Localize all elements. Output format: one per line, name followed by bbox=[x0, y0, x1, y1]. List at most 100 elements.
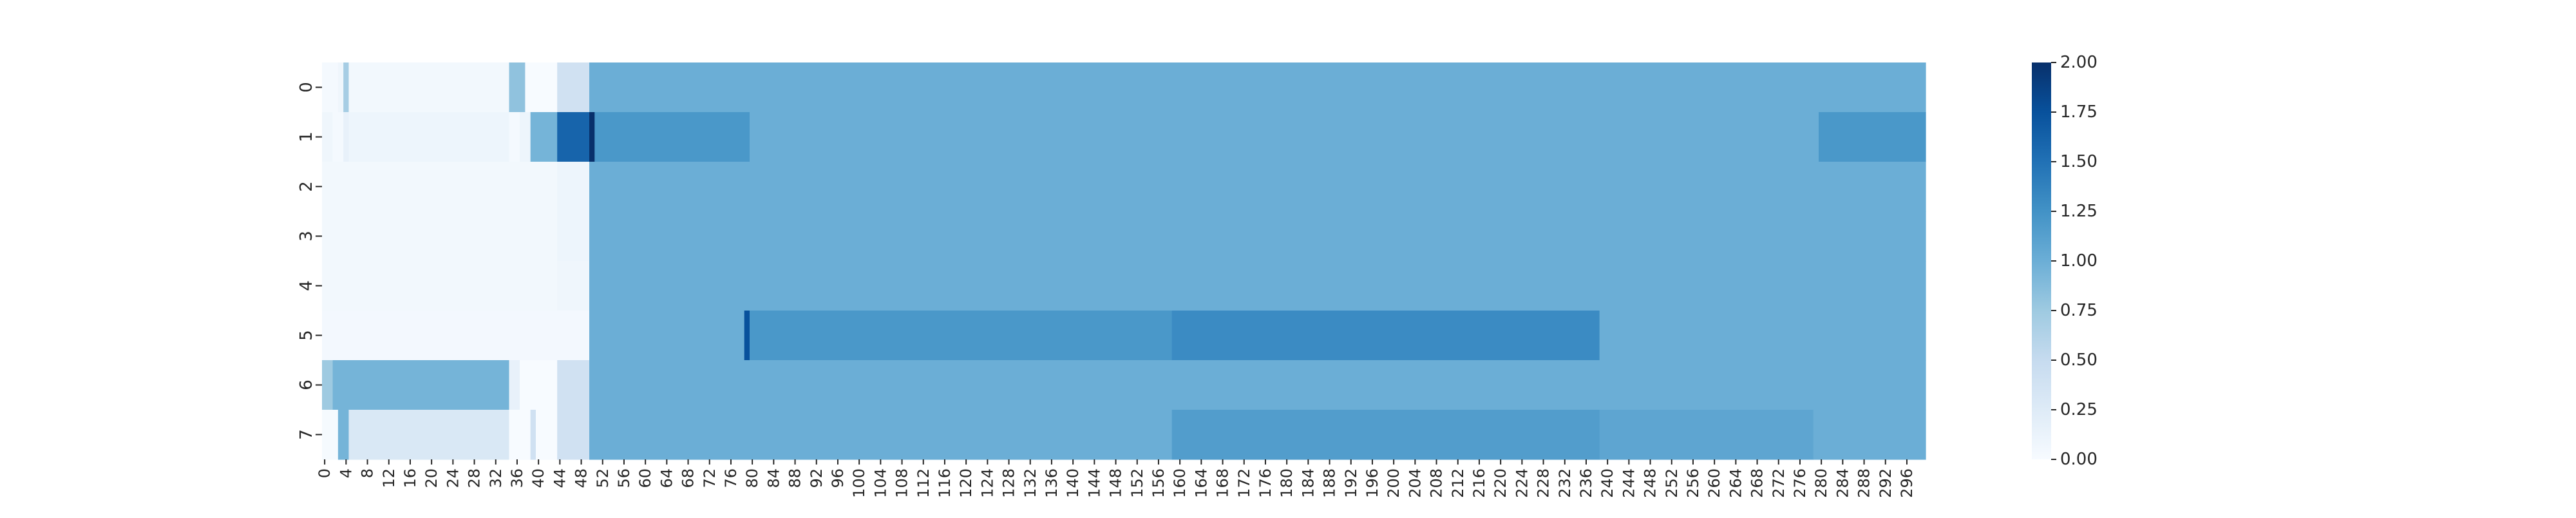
x-tick-label: 260 bbox=[1705, 468, 1723, 498]
colorbar-tick-label: 2.00 bbox=[2060, 53, 2098, 72]
heatmap-cell-r7-seg10 bbox=[1813, 410, 1926, 460]
heatmap-cell-r7-seg4 bbox=[530, 410, 536, 460]
x-tick-label: 192 bbox=[1342, 468, 1360, 498]
x-tick-label: 236 bbox=[1577, 468, 1595, 498]
x-tick-label: 52 bbox=[594, 468, 612, 488]
y-tick-label: 5 bbox=[297, 330, 316, 341]
x-tick-label: 140 bbox=[1064, 468, 1082, 498]
x-tick-label: 280 bbox=[1812, 468, 1830, 498]
x-tick-label: 244 bbox=[1620, 468, 1638, 498]
x-tick-label: 112 bbox=[914, 468, 933, 498]
heatmap-cell-r5-seg1 bbox=[589, 311, 745, 361]
heatmap-cell-r5-seg0 bbox=[322, 311, 590, 361]
heatmap-cell-r1-seg3 bbox=[348, 112, 510, 162]
heatmap-cell-r6-seg5 bbox=[589, 360, 1926, 410]
x-tick-label: 200 bbox=[1385, 468, 1403, 498]
x-tick-label: 24 bbox=[444, 468, 462, 488]
x-tick-label: 92 bbox=[808, 468, 826, 488]
heatmap-cell-r4-seg2 bbox=[589, 261, 1926, 311]
x-tick-label: 116 bbox=[936, 468, 954, 498]
heatmap-cell-r3-seg1 bbox=[557, 211, 590, 262]
x-tick-label: 108 bbox=[893, 468, 911, 498]
x-tick-label: 84 bbox=[764, 468, 782, 488]
heatmap-cell-r3-seg2 bbox=[589, 211, 1926, 262]
heatmap-cell-r5-seg5 bbox=[1599, 311, 1926, 361]
x-tick-label: 188 bbox=[1321, 468, 1339, 498]
x-tick-label: 196 bbox=[1363, 468, 1381, 498]
x-tick-label: 208 bbox=[1428, 468, 1446, 498]
heatmap-cell-r1-seg7 bbox=[557, 112, 590, 162]
heatmap-cell-r1-seg5 bbox=[520, 112, 531, 162]
heatmap-cell-r0-seg4 bbox=[509, 62, 526, 113]
x-tick-label: 128 bbox=[1000, 468, 1018, 498]
x-tick-label: 160 bbox=[1171, 468, 1189, 498]
x-tick-label: 256 bbox=[1684, 468, 1702, 498]
y-tick-label: 6 bbox=[297, 379, 316, 390]
x-tick-label: 164 bbox=[1192, 468, 1210, 498]
heatmap-cell-r1-seg10 bbox=[750, 112, 1819, 162]
x-tick-label: 124 bbox=[978, 468, 996, 498]
heatmap-cell-r6-seg2 bbox=[509, 360, 520, 410]
x-tick-label: 276 bbox=[1791, 468, 1809, 498]
heatmap-cell-r2-seg1 bbox=[557, 162, 590, 212]
x-tick-label: 12 bbox=[380, 468, 398, 488]
heatmap-cells bbox=[322, 62, 1926, 460]
colorbar-tick-label: 0.25 bbox=[2060, 400, 2098, 419]
x-tick-label: 36 bbox=[508, 468, 526, 488]
y-tick-label: 4 bbox=[297, 280, 316, 291]
x-tick-label: 148 bbox=[1107, 468, 1125, 498]
x-tick-label: 32 bbox=[487, 468, 505, 488]
heatmap-cell-r1-seg2 bbox=[343, 112, 350, 162]
x-tick-label: 232 bbox=[1556, 468, 1574, 498]
heatmap-cell-r6-seg1 bbox=[332, 360, 510, 410]
colorbar: 0.00 0.25 0.50 0.75 1.00 1.25 1.50 1.75 2.00 bbox=[2032, 53, 2098, 469]
x-tick-label: 88 bbox=[786, 468, 804, 488]
heatmap-cell-r7-seg5 bbox=[536, 410, 558, 460]
x-tick-label: 248 bbox=[1642, 468, 1660, 498]
heatmap-cell-r6-seg0 bbox=[322, 360, 334, 410]
heatmap-cell-r6-seg3 bbox=[520, 360, 558, 410]
x-tick-label: 288 bbox=[1855, 468, 1873, 498]
x-tick-label: 136 bbox=[1043, 468, 1061, 498]
x-tick-label: 156 bbox=[1150, 468, 1168, 498]
x-tick-label: 268 bbox=[1748, 468, 1766, 498]
heatmap-cell-r0-seg3 bbox=[348, 62, 510, 113]
x-tick-label: 216 bbox=[1470, 468, 1488, 498]
heatmap-cell-r5-seg2 bbox=[744, 311, 750, 361]
heatmap-cell-r7-seg2 bbox=[348, 410, 510, 460]
heatmap-cell-r0-seg5 bbox=[525, 62, 558, 113]
y-tick-label: 2 bbox=[297, 181, 316, 192]
y-tick-label: 0 bbox=[297, 82, 316, 93]
heatmap-cell-r7-seg6 bbox=[557, 410, 590, 460]
heatmap-cell-r4-seg0 bbox=[322, 261, 558, 311]
heatmap-cell-r7-seg8 bbox=[1171, 410, 1600, 460]
heatmap-cell-r7-seg0 bbox=[322, 410, 339, 460]
x-tick-label: 104 bbox=[871, 468, 889, 498]
x-tick-label: 40 bbox=[529, 468, 547, 488]
y-tick-label: 7 bbox=[297, 429, 316, 440]
heatmap-cell-r0-seg7 bbox=[589, 62, 1926, 113]
heatmap-cell-r4-seg1 bbox=[557, 261, 590, 311]
heatmap-cell-r1-seg0 bbox=[322, 112, 334, 162]
heatmap-cell-r7-seg1 bbox=[337, 410, 350, 460]
heatmap-cell-r7-seg3 bbox=[509, 410, 531, 460]
x-tick-label: 252 bbox=[1663, 468, 1681, 498]
x-tick-label: 76 bbox=[722, 468, 740, 488]
x-axis: 0 4 8 12 16 20 24 28 32 36 40 44 48 52 56 60 64 68 72 76 80 8… bbox=[316, 459, 1916, 498]
x-tick-label: 264 bbox=[1727, 468, 1745, 498]
x-tick-label: 204 bbox=[1406, 468, 1424, 498]
x-tick-label: 292 bbox=[1877, 468, 1895, 498]
colorbar-gradient bbox=[2032, 62, 2051, 459]
heatmap-cell-r2-seg2 bbox=[589, 162, 1926, 212]
colorbar-tick-label: 1.75 bbox=[2060, 102, 2098, 122]
x-tick-label: 68 bbox=[679, 468, 697, 488]
x-tick-label: 152 bbox=[1128, 468, 1146, 498]
colorbar-tick-label: 1.25 bbox=[2060, 202, 2098, 221]
colorbar-tick-label: 1.50 bbox=[2060, 152, 2098, 171]
x-tick-label: 284 bbox=[1833, 468, 1852, 498]
x-tick-label: 212 bbox=[1449, 468, 1467, 498]
x-tick-label: 224 bbox=[1513, 468, 1531, 498]
x-tick-label: 48 bbox=[573, 468, 591, 488]
x-tick-label: 132 bbox=[1021, 468, 1039, 498]
x-tick-label: 272 bbox=[1770, 468, 1788, 498]
